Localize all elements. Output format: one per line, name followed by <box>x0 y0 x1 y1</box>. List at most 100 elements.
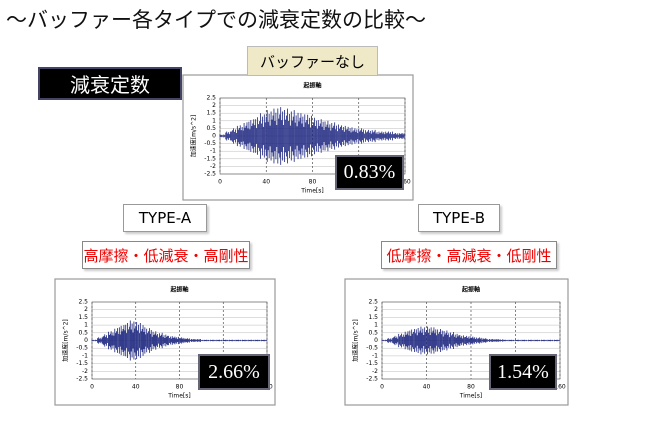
x-tick-label: 0 <box>380 384 384 391</box>
waveform <box>554 339 560 342</box>
y-tick-label: -1.5 <box>204 155 216 162</box>
y-tick-label: 1 <box>84 322 88 329</box>
panel-desc: 低摩擦・高減衰・低剛性 <box>381 241 557 269</box>
waveform <box>162 334 169 347</box>
waveform <box>102 334 108 347</box>
waveform <box>323 120 330 152</box>
y-tick-label: -0.5 <box>76 345 88 352</box>
waveform <box>184 338 190 343</box>
waveform <box>146 328 152 353</box>
waveform <box>261 339 267 342</box>
waveform <box>437 328 443 353</box>
waveform <box>393 132 399 140</box>
waveform <box>509 339 515 342</box>
waveform <box>140 325 147 356</box>
y-tick-label: -1.5 <box>76 360 88 367</box>
waveform <box>503 339 510 342</box>
y-tick-label: -2 <box>372 368 378 375</box>
x-tick-label: 80 <box>176 384 184 391</box>
y-tick-label: 2 <box>84 306 88 313</box>
y-tick-label: -1 <box>210 148 216 155</box>
y-tick-label: -0.5 <box>366 345 378 352</box>
waveform <box>358 128 364 144</box>
waveform <box>228 339 234 342</box>
waveform <box>277 107 284 165</box>
y-tick-label: -0.5 <box>204 140 216 147</box>
waveform <box>448 332 454 349</box>
waveform <box>151 331 158 350</box>
panel-name: TYPE-B <box>418 204 500 232</box>
y-tick-label: 1 <box>374 322 378 329</box>
y-tick-label: 2 <box>212 102 216 109</box>
waveform <box>157 332 163 349</box>
waveform <box>476 337 482 344</box>
waveform <box>168 335 174 346</box>
waveform <box>398 132 405 140</box>
x-tick-label: 160 <box>554 384 566 391</box>
waveform <box>283 108 289 164</box>
waveform <box>387 338 393 343</box>
waveform <box>317 119 324 153</box>
waveform <box>108 331 114 350</box>
waveform <box>255 339 262 342</box>
section-label: 減衰定数 <box>38 67 182 100</box>
waveform <box>222 339 229 342</box>
y-tick-label: 1.5 <box>206 110 216 117</box>
panel-name: バッファーなし <box>247 46 378 76</box>
waveform <box>233 339 240 342</box>
waveform <box>200 339 207 342</box>
waveform <box>364 129 370 143</box>
waveform <box>250 339 256 342</box>
slide-title: ～バッファー各タイプでの減衰定数の比較～ <box>6 8 426 32</box>
damping-value: 0.83% <box>335 155 404 190</box>
waveform <box>231 128 237 144</box>
x-tick-label: 40 <box>132 384 140 391</box>
waveform <box>217 339 223 342</box>
waveform <box>260 113 266 159</box>
waveform <box>481 338 488 343</box>
waveform <box>254 117 260 155</box>
y-tick-label: -1 <box>372 352 378 359</box>
waveform <box>129 320 136 361</box>
x-axis-label: Time[s] <box>300 188 324 195</box>
waveform <box>492 339 499 342</box>
waveform <box>537 339 543 342</box>
waveform <box>542 339 549 342</box>
waveform <box>113 328 119 353</box>
y-tick-label: 0 <box>84 337 88 344</box>
waveform <box>387 131 393 141</box>
waveform <box>381 131 388 141</box>
y-tick-label: 2.5 <box>368 299 378 306</box>
chart-title: 起振軸 <box>169 286 188 294</box>
waveform <box>195 338 201 343</box>
y-axis-label: 加速度[m/s^2] <box>352 319 360 362</box>
y-tick-label: -2.5 <box>366 376 378 383</box>
waveform <box>346 126 353 146</box>
y-tick-label: -2 <box>82 368 88 375</box>
waveform <box>206 339 212 342</box>
waveform <box>515 339 521 342</box>
y-tick-label: -2.5 <box>76 376 88 383</box>
waveform <box>271 108 278 164</box>
waveform <box>369 129 376 143</box>
waveform <box>288 110 295 162</box>
y-axis-label: 加速度[m/s^2] <box>62 319 70 362</box>
waveform <box>409 328 415 353</box>
waveform <box>124 322 130 359</box>
waveform <box>265 110 272 162</box>
waveform <box>97 337 103 344</box>
waveform <box>135 322 141 359</box>
x-tick-label: 40 <box>423 384 431 391</box>
x-tick-label: 0 <box>90 384 94 391</box>
x-axis-label: Time[s] <box>459 393 483 400</box>
waveform <box>306 114 312 158</box>
chart-title: 起振軸 <box>302 82 321 90</box>
x-axis-label: Time[s] <box>167 393 191 400</box>
y-tick-label: 0 <box>212 133 216 140</box>
waveform <box>211 339 218 342</box>
y-tick-label: 1.5 <box>78 314 88 321</box>
waveform <box>403 331 410 350</box>
waveform <box>426 326 432 355</box>
waveform <box>520 339 527 342</box>
waveform <box>375 131 382 141</box>
